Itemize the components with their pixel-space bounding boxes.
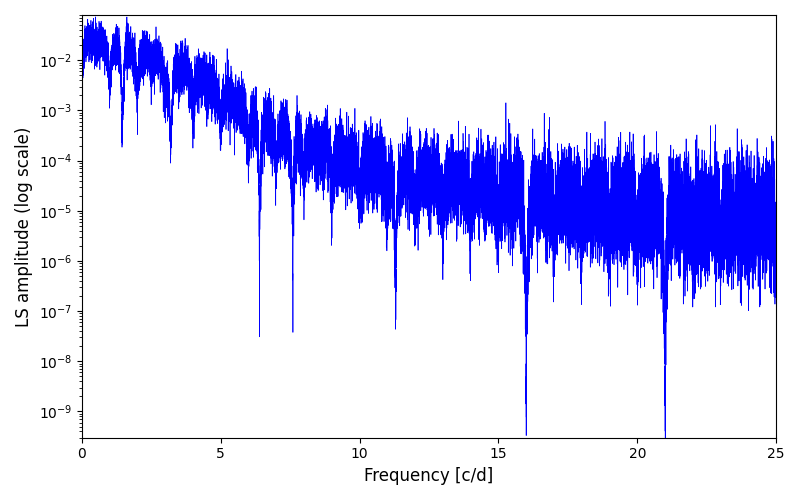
X-axis label: Frequency [c/d]: Frequency [c/d] xyxy=(364,467,494,485)
Y-axis label: LS amplitude (log scale): LS amplitude (log scale) xyxy=(15,126,33,326)
